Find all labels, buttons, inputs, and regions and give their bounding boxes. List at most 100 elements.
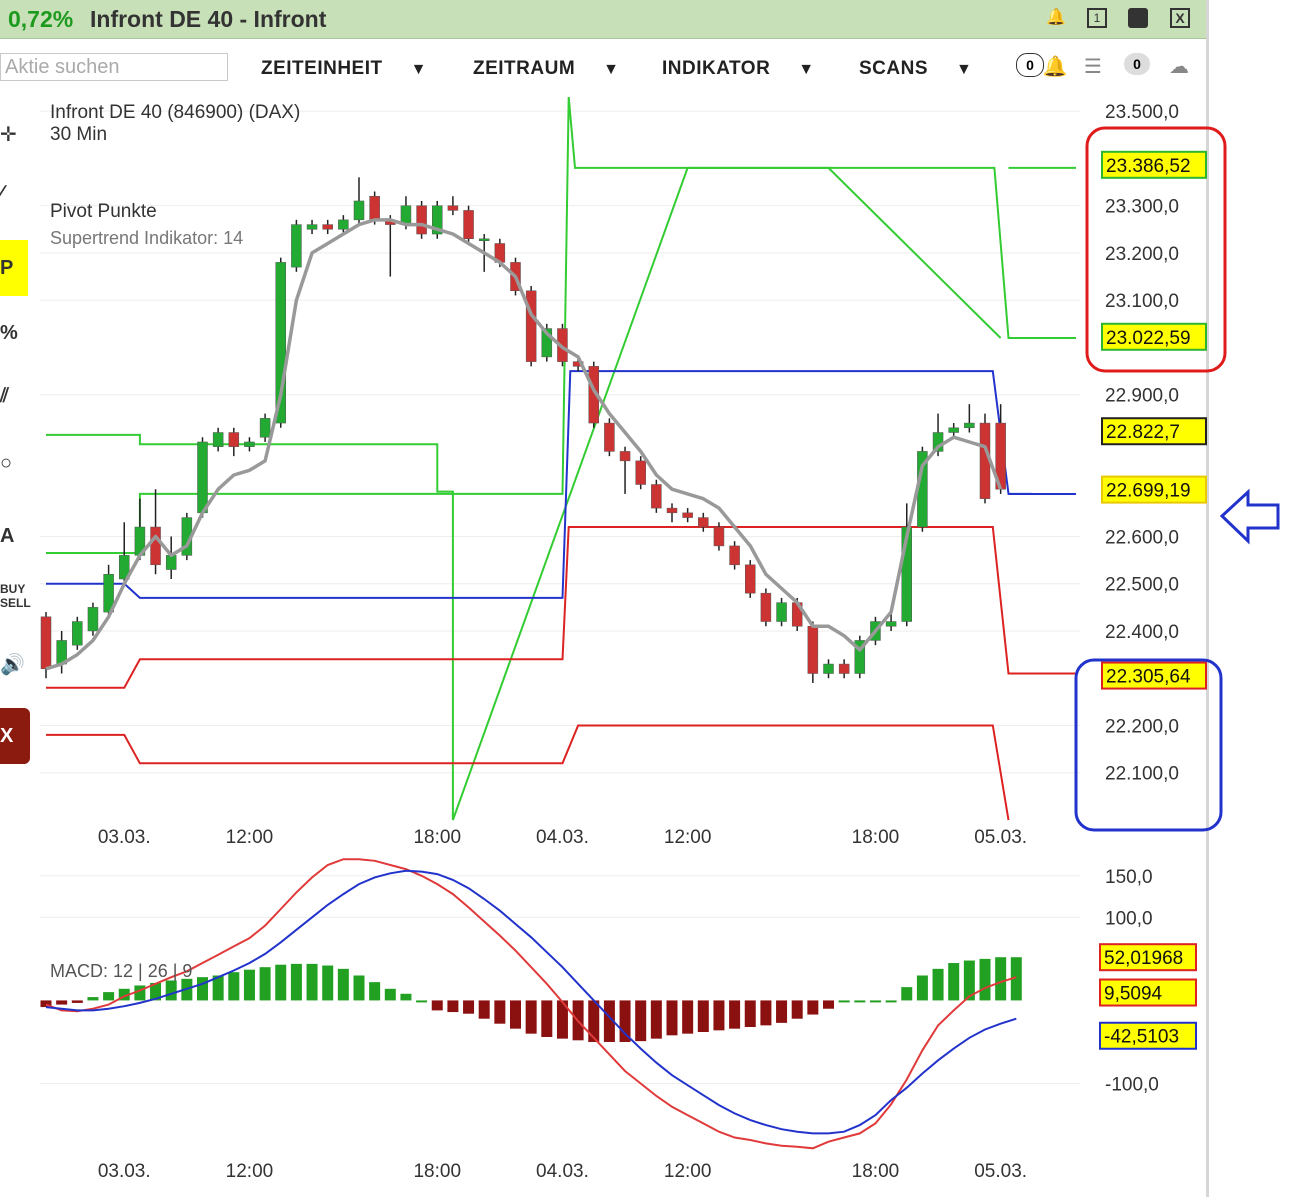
histogram-bar — [463, 1000, 475, 1014]
close-tool-button[interactable]: X — [0, 708, 30, 764]
histogram-bar — [150, 982, 162, 1001]
candle-body — [87, 607, 99, 632]
histogram-bar — [666, 1000, 678, 1036]
histogram-bar — [603, 1000, 615, 1042]
y-tick-label: 22.400,0 — [1105, 622, 1179, 643]
x-tick-label: 05.03. — [974, 827, 1027, 848]
histogram-bar — [744, 1000, 756, 1028]
search-input[interactable] — [0, 53, 228, 81]
indicator-supertrend: Supertrend Indikator: 14 — [50, 228, 243, 248]
maximize-icon[interactable] — [1128, 8, 1148, 28]
candle-body — [103, 574, 114, 613]
histogram-bar — [118, 988, 130, 1001]
drawing-tools: ✛ ∕ P % ⫽ ○ A BUY SELL 🔊 X — [0, 100, 40, 800]
candle-body — [150, 526, 161, 566]
menu-label: ZEITEINHEIT — [261, 58, 383, 79]
candle-body — [353, 200, 365, 221]
y-tick-label: 23.200,0 — [1105, 244, 1179, 265]
candle-body — [432, 205, 443, 235]
bell-icon[interactable]: 🔔 — [1046, 9, 1066, 26]
candle-body — [776, 602, 787, 622]
blue-highlight-box — [1074, 658, 1223, 832]
histogram-bar — [431, 1000, 443, 1011]
histogram-bar — [369, 982, 381, 1001]
candle-body — [698, 517, 709, 528]
cloud-icon[interactable]: ☁ — [1169, 56, 1189, 78]
candle-body — [995, 422, 1006, 490]
macd-lines — [45, 858, 1017, 1150]
menu-zeiteinheit[interactable]: ZEITEINHEIT ▼ — [261, 58, 427, 80]
histogram-bar — [306, 963, 318, 1001]
percent-tool[interactable]: % — [0, 322, 18, 344]
add-list-icon[interactable]: ☰ — [1084, 56, 1102, 78]
circle-icon[interactable]: ○ — [0, 452, 13, 474]
candle-body — [338, 219, 349, 230]
watch-count-badge[interactable]: 0 — [1124, 53, 1150, 75]
histogram-bar — [243, 969, 255, 1001]
candle-body — [244, 441, 255, 447]
histogram-bar — [823, 1000, 834, 1009]
histogram-bar — [322, 965, 334, 1001]
sound-icon[interactable]: 🔊 — [0, 654, 25, 676]
histogram-bar — [901, 987, 913, 1001]
y-tick-label: 150,0 — [1105, 867, 1153, 888]
candle-body — [369, 195, 380, 221]
menu-zeitraum[interactable]: ZEITRAUM ▼ — [473, 58, 620, 80]
menu-scans[interactable]: SCANS ▼ — [859, 58, 972, 80]
candle-body — [541, 328, 553, 358]
parallel-icon[interactable]: ⫽ — [0, 385, 9, 407]
y-tick-label: 100,0 — [1105, 908, 1153, 929]
supertrend-line — [45, 218, 1003, 671]
y-tick-label: 22.600,0 — [1105, 527, 1179, 548]
alert-count-badge[interactable]: 0 — [1016, 53, 1044, 77]
alarm-bell-icon[interactable]: 🔔 — [1042, 56, 1068, 78]
histogram-bar — [916, 975, 928, 1001]
candle-body — [447, 205, 459, 211]
candle-body — [713, 526, 725, 547]
histogram-bar — [995, 957, 1007, 1001]
y-tick-label: 23.100,0 — [1105, 291, 1179, 312]
dropdown-arrow-icon: ▼ — [798, 61, 815, 78]
y-tick-label: 23.300,0 — [1105, 197, 1179, 218]
histogram-bar — [134, 985, 146, 1001]
histogram-bar — [541, 1000, 553, 1037]
histogram-bar — [510, 1000, 521, 1029]
candle-body — [964, 422, 975, 429]
panel-divider — [1206, 0, 1209, 1197]
menu-indikator[interactable]: INDIKATOR ▼ — [662, 58, 815, 80]
line-icon[interactable]: ∕ — [0, 182, 4, 204]
value-label: 9,5094 — [1104, 984, 1163, 1005]
price-change: 0,72% — [8, 6, 74, 32]
histogram-bar — [197, 977, 208, 1001]
arrow-annotation-icon — [1219, 488, 1280, 545]
value-label-box — [1101, 661, 1207, 690]
histogram-bar — [729, 1000, 741, 1029]
crosshair-icon[interactable]: ✛ — [0, 124, 17, 146]
histogram-bar — [713, 1000, 725, 1031]
candle-body — [635, 460, 646, 485]
candle-body — [275, 262, 286, 424]
candle-body — [760, 592, 772, 622]
candle-body — [416, 205, 427, 235]
price-axis: 23.500,0 23.300,0 23.200,0 23.100,0 22.900,0… — [98, 102, 1207, 848]
dropdown-arrow-icon: ▼ — [410, 61, 427, 78]
candle-body — [604, 422, 615, 452]
candle-body — [478, 238, 490, 242]
close-icon[interactable]: X — [1170, 8, 1190, 28]
histogram-bar — [400, 993, 412, 1001]
restore-icon[interactable]: 1 — [1087, 8, 1107, 28]
x-tick-label: 18:00 — [413, 1161, 461, 1182]
histogram-bar — [556, 1000, 568, 1039]
pivot-tool[interactable]: P — [0, 240, 28, 296]
histogram-bar — [948, 963, 960, 1001]
histogram-bar — [337, 968, 349, 1001]
histogram-bar — [869, 1000, 881, 1003]
x-tick-label: 03.03. — [98, 827, 151, 848]
menu-label: INDIKATOR — [662, 58, 771, 79]
text-tool[interactable]: A — [0, 525, 15, 547]
x-tick-label: 03.03. — [98, 1161, 151, 1182]
histogram-bar — [56, 1000, 68, 1005]
candle-body — [682, 512, 693, 518]
macd-axis: 150,0 100,0 -100,0 03.03. 12:00 18:00 04.03. 12… — [98, 867, 1197, 1182]
value-label-box — [1099, 1021, 1197, 1050]
